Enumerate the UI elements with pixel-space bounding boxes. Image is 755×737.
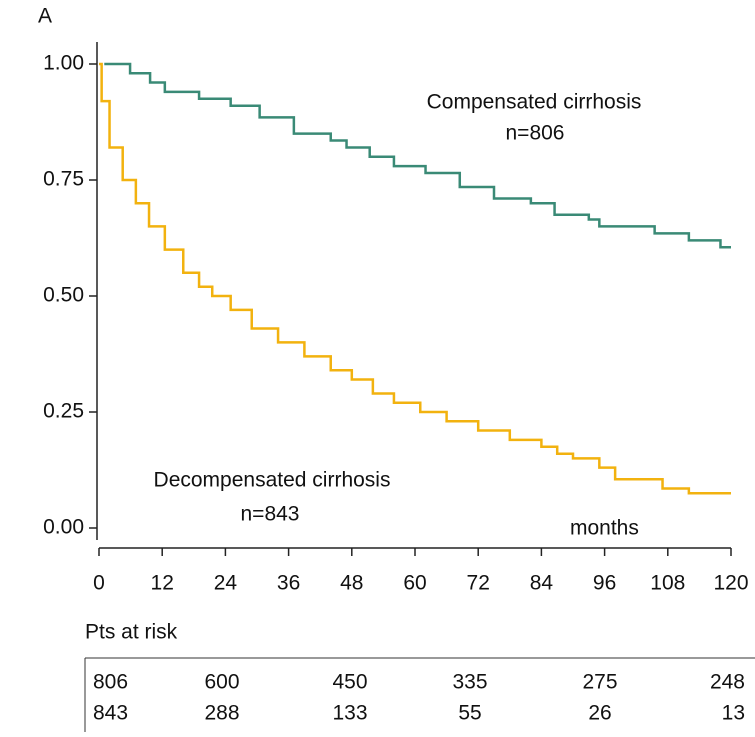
risk-table-cell: 288 [204,702,239,725]
x-tick-label: 12 [151,572,174,595]
x-tick-label: 96 [593,572,616,595]
x-axis-label: months [570,517,639,540]
risk-table-cell: 133 [332,702,367,725]
series-label: Compensated cirrhosis [427,91,642,114]
x-tick-label: 72 [467,572,490,595]
risk-table-cell: 843 [93,702,128,725]
risk-table-cell: 248 [710,671,745,694]
y-tick-label: 0.50 [43,284,84,307]
risk-table-cell: 26 [588,702,611,725]
risk-table-cell: 600 [204,671,239,694]
risk-table-cell: 13 [722,702,745,725]
x-tick-label: 48 [340,572,363,595]
risk-table-title: Pts at risk [85,621,178,644]
risk-table-cell: 335 [452,671,487,694]
risk-table-cell: 450 [332,671,367,694]
x-tick-label: 0 [93,572,105,595]
x-tick-label: 108 [650,572,685,595]
y-tick-label: 1.00 [43,52,84,75]
x-tick-label: 60 [403,572,426,595]
series-n-label: n=806 [506,122,565,145]
y-tick-label: 0.25 [43,400,84,423]
series-n-label: n=843 [241,503,300,526]
survival-curve [99,62,731,495]
risk-table-cell: 275 [582,671,617,694]
y-tick-label: 0.00 [43,516,84,539]
panel-label: A [38,5,52,28]
x-tick-label: 84 [530,572,554,595]
risk-table-cell: 55 [458,702,481,725]
y-tick-label: 0.75 [43,168,84,191]
series-label: Decompensated cirrhosis [154,469,391,492]
survival-curve [104,62,731,249]
x-tick-label: 24 [214,572,238,595]
x-tick-label: 120 [713,572,748,595]
risk-table-cell: 806 [93,671,128,694]
x-tick-label: 36 [277,572,300,595]
